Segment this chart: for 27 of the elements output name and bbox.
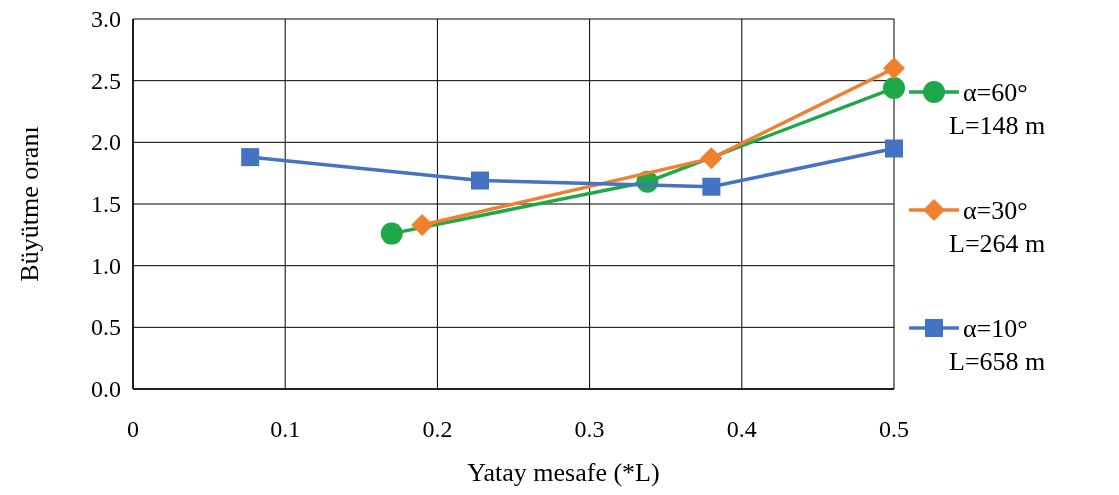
point (241, 148, 260, 167)
y-tick-label: 0.5 (91, 314, 121, 341)
y-tick-label: 2.0 (91, 129, 121, 156)
y-tick-label: 3.0 (91, 6, 121, 32)
x-tick-label: 0.3 (574, 416, 605, 442)
y-tick-label: 0.0 (91, 376, 121, 402)
point (883, 77, 905, 100)
x-tick-label: 0.1 (270, 416, 301, 442)
point (700, 147, 723, 170)
point (471, 171, 490, 190)
x-tick-label: 0.2 (422, 416, 453, 442)
x-tick-label: 0.5 (879, 416, 909, 442)
x-axis-title: Yatay mesafe (*L) (467, 458, 660, 487)
y-tick-label: 1.0 (91, 252, 121, 279)
x-tick-label: 0 (127, 416, 139, 442)
x-tick-label: 0.4 (726, 416, 757, 442)
point (883, 57, 905, 80)
point (885, 139, 903, 158)
legend-label: α=30° L=264 m (949, 196, 1046, 258)
point (380, 222, 403, 245)
y-axis-title: Büyütme oranı (15, 126, 44, 282)
y-tick-label: 2.5 (91, 67, 121, 94)
y-tick-label: 1.5 (91, 191, 121, 217)
legend-label: α=60° L=148 m (949, 78, 1046, 140)
legend-label: α=10° L=658 m (949, 314, 1046, 376)
point (411, 213, 434, 236)
point (702, 177, 721, 196)
